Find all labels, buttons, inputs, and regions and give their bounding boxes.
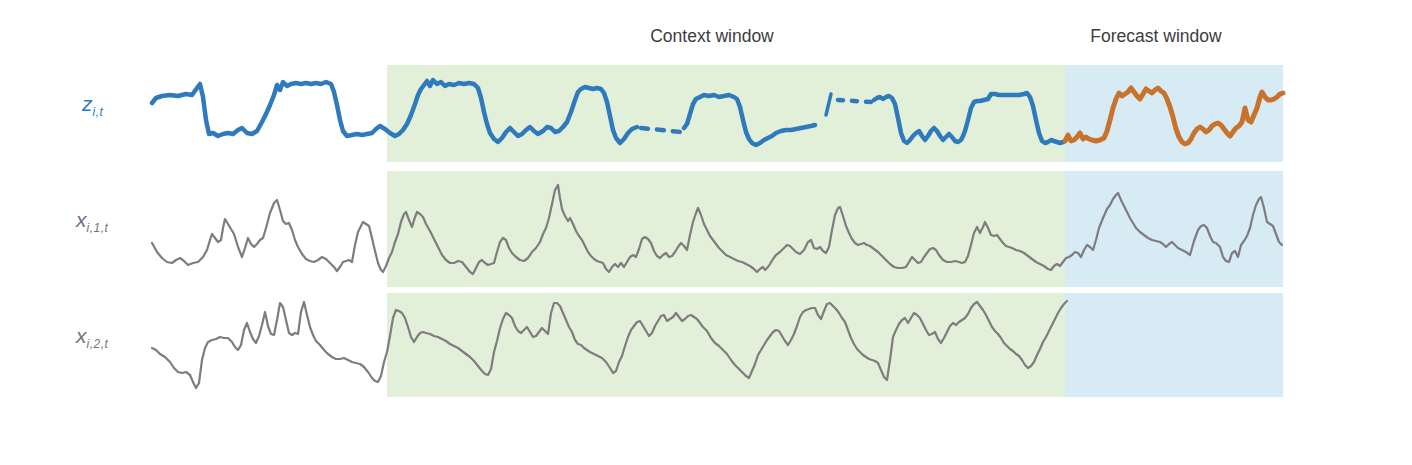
- row-label-covariate-1-subscript: i,1,t: [87, 221, 109, 235]
- row-label-covariate-2: xi,2,t: [76, 324, 108, 351]
- row-label-target-base: z: [82, 92, 93, 115]
- context-window-band-covariate-1: [387, 171, 1065, 287]
- row-label-covariate-1-base: x: [76, 208, 87, 231]
- row-label-covariate-2-base: x: [76, 324, 87, 347]
- row-label-covariate-2-subscript: i,2,t: [87, 337, 109, 351]
- row-label-covariate-1: xi,1,t: [76, 208, 108, 235]
- context-window-band-covariate-2: [387, 293, 1065, 397]
- row-label-target-subscript: i,t: [93, 105, 104, 119]
- figure-canvas: Context window Forecast window zi,t xi,1…: [0, 0, 1412, 465]
- context-window-band-target: [387, 65, 1065, 162]
- row-label-target: zi,t: [82, 92, 103, 119]
- series-target-ellipsis-high: [838, 100, 871, 102]
- figure-svg: [0, 0, 1412, 465]
- forecast-window-title: Forecast window: [1090, 26, 1221, 47]
- forecast-window-band-covariate-2: [1065, 293, 1283, 397]
- context-window-title: Context window: [650, 26, 774, 47]
